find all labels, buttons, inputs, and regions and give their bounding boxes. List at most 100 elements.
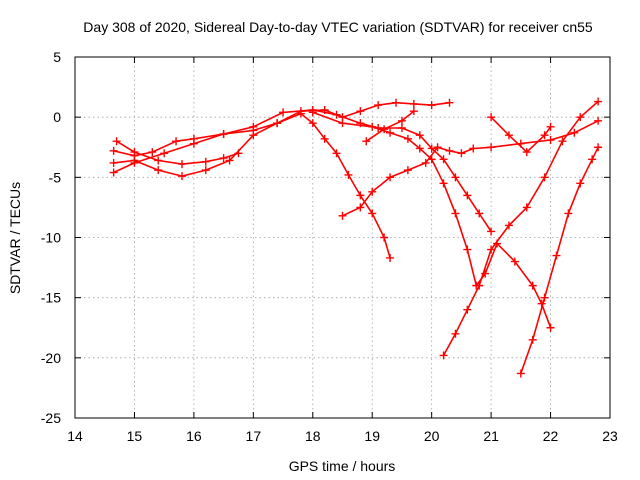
data-point xyxy=(588,155,597,164)
data-point xyxy=(487,245,496,254)
data-point xyxy=(234,149,243,158)
data-point xyxy=(475,281,484,290)
data-point xyxy=(439,155,448,164)
y-tick-label: 5 xyxy=(53,49,61,65)
data-point xyxy=(154,166,163,175)
x-tick-labels: 14 15 16 17 18 19 20 21 22 23 xyxy=(67,428,618,444)
data-point xyxy=(296,109,305,118)
series-line xyxy=(112,109,492,233)
data-point xyxy=(130,156,139,165)
data-point xyxy=(109,146,118,155)
data-point xyxy=(504,131,513,140)
data-point xyxy=(368,187,377,196)
data-point xyxy=(332,110,341,119)
data-point xyxy=(178,172,186,181)
data-point xyxy=(522,148,531,157)
data-point xyxy=(487,227,496,236)
data-point xyxy=(463,245,472,254)
data-point xyxy=(564,209,573,218)
data-point xyxy=(415,144,424,153)
data-point xyxy=(356,203,365,212)
data-point xyxy=(320,134,329,143)
data-point xyxy=(368,209,377,218)
series-track-7 xyxy=(439,97,603,360)
data-point xyxy=(594,116,603,125)
data-point xyxy=(308,108,317,117)
data-point xyxy=(362,137,371,146)
series-track-4 xyxy=(112,137,243,169)
x-tick-label: 22 xyxy=(543,428,559,444)
data-point xyxy=(160,149,169,158)
data-point xyxy=(421,158,430,167)
data-point xyxy=(344,170,353,179)
x-tick-label: 21 xyxy=(483,428,499,444)
data-point xyxy=(308,119,317,128)
data-point xyxy=(540,173,549,182)
data-point xyxy=(178,160,186,169)
data-point xyxy=(189,139,198,148)
data-point xyxy=(451,209,460,218)
series-line xyxy=(442,100,599,357)
x-tick-label: 15 xyxy=(127,428,143,444)
series-line xyxy=(112,101,451,157)
data-point xyxy=(522,203,531,212)
data-point xyxy=(273,119,282,128)
x-tick-label: 19 xyxy=(364,428,380,444)
data-point xyxy=(457,149,466,158)
data-point xyxy=(338,211,347,220)
plot-frame xyxy=(74,56,611,419)
data-point xyxy=(356,191,365,200)
series-line xyxy=(341,120,599,217)
data-point xyxy=(445,146,454,155)
data-point xyxy=(445,98,454,107)
data-point xyxy=(112,137,121,146)
data-point xyxy=(409,99,418,108)
data-point xyxy=(546,323,555,332)
data-point xyxy=(487,143,496,152)
data-point xyxy=(570,128,579,137)
data-point xyxy=(409,107,418,116)
data-point xyxy=(356,107,365,116)
data-point xyxy=(415,131,424,140)
data-point xyxy=(392,98,400,107)
chart-title: Day 308 of 2020, Sidereal Day-to-day VTE… xyxy=(83,19,593,35)
data-point xyxy=(451,173,460,182)
data-point xyxy=(552,251,561,260)
series-track-9 xyxy=(516,143,603,378)
data-point xyxy=(463,305,472,314)
data-point xyxy=(427,101,436,110)
data-point xyxy=(380,233,389,242)
data-point xyxy=(374,101,383,110)
series-track-8 xyxy=(487,113,555,157)
data-point xyxy=(576,179,585,188)
data-point xyxy=(528,281,537,290)
x-tick-label: 23 xyxy=(602,428,618,444)
y-tick-label: -25 xyxy=(41,410,61,426)
data-point xyxy=(109,158,118,167)
data-point xyxy=(558,137,567,146)
data-point xyxy=(148,148,157,157)
data-point xyxy=(540,293,549,302)
data-point xyxy=(403,166,412,175)
data-point xyxy=(279,108,288,117)
data-point xyxy=(516,369,525,378)
data-point xyxy=(528,335,537,344)
series-track-6 xyxy=(338,116,603,220)
series-track-10 xyxy=(362,107,418,146)
y-tick-labels: -25 -20 -15 -10 -5 0 5 xyxy=(41,49,61,426)
data-point xyxy=(475,209,484,218)
data-point xyxy=(109,168,118,177)
data-point xyxy=(154,156,163,165)
series-track-3 xyxy=(109,109,395,262)
data-point xyxy=(249,131,258,140)
data-point xyxy=(225,156,234,165)
data-point xyxy=(576,113,585,122)
data-point xyxy=(546,122,555,131)
data-point xyxy=(403,134,412,143)
data-point xyxy=(469,144,478,153)
y-tick-label: -5 xyxy=(49,169,62,185)
series-line xyxy=(365,110,415,142)
data-point xyxy=(332,149,341,158)
data-point xyxy=(368,122,377,131)
